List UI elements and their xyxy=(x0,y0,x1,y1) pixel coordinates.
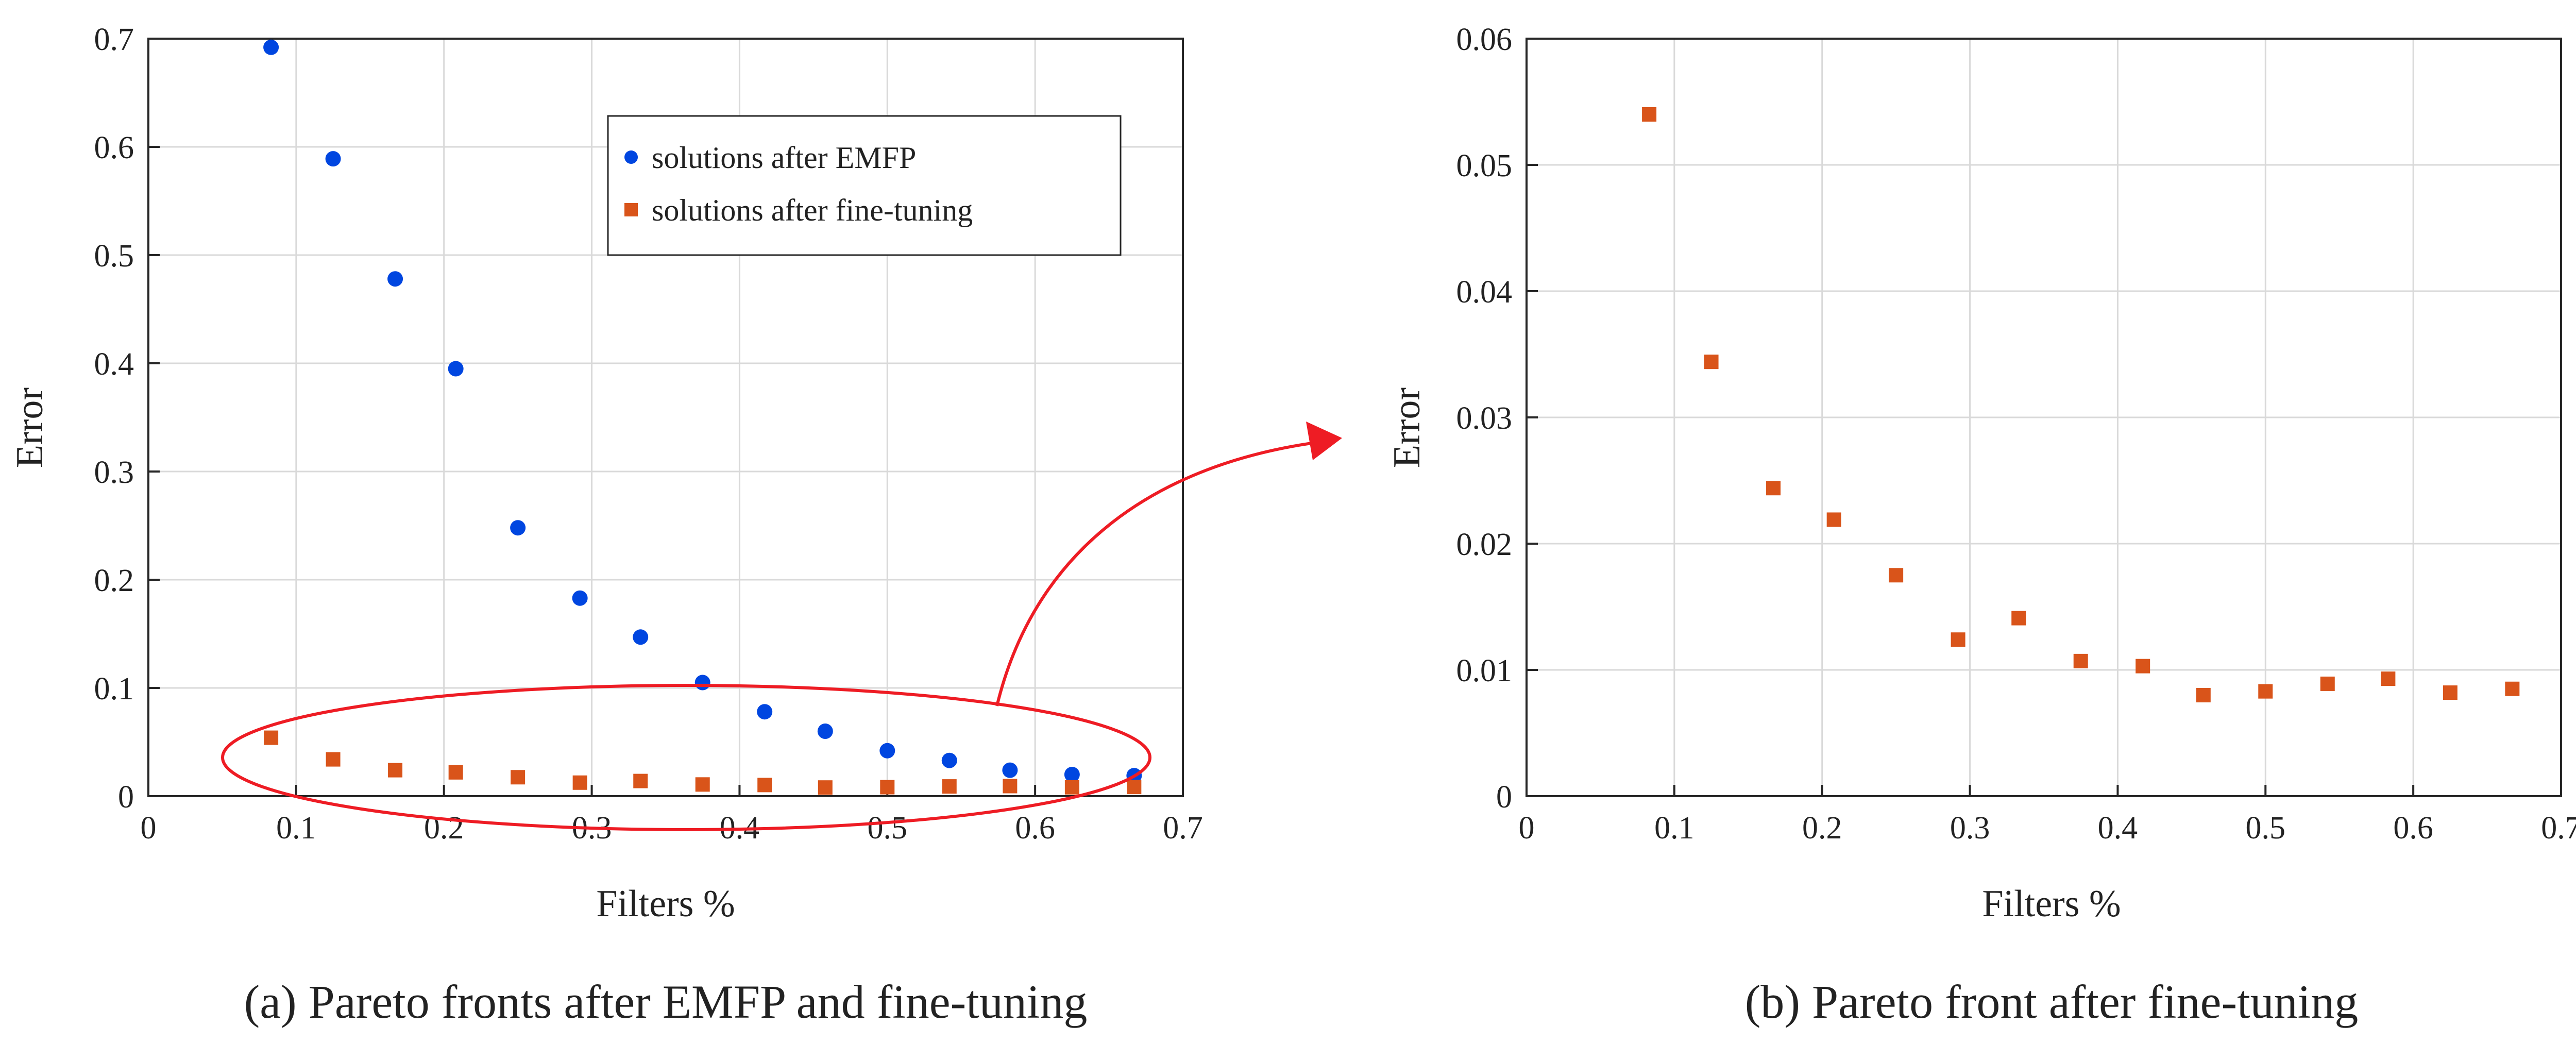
x-tick-label: 0.7 xyxy=(1163,811,1203,846)
legend-finetune-label: solutions after fine-tuning xyxy=(652,193,973,227)
finetune-point xyxy=(1127,780,1142,795)
zoom-arrowhead xyxy=(1306,422,1342,460)
y-tick-label: 0.4 xyxy=(94,347,134,382)
finetune-point xyxy=(1826,512,1841,527)
finetune-point xyxy=(2073,653,2088,668)
x-tick-label: 0 xyxy=(141,811,157,846)
finetune-point xyxy=(695,777,710,792)
y-tick-label: 0.06 xyxy=(1456,22,1513,57)
finetune-point xyxy=(388,763,403,778)
x-tick-label: 0.5 xyxy=(2246,811,2286,846)
finetune-point xyxy=(818,780,833,795)
x-tick-label: 0.3 xyxy=(1950,811,1990,846)
y-tick-label: 0.2 xyxy=(94,563,134,598)
panel-b-ticks: 0 0.1 0.2 0.3 0.4 0.5 0.6 0.7 0 0.01 0.02 0.03 0.04 0… xyxy=(1456,22,2576,846)
legend-box xyxy=(607,115,1122,256)
finetune-point xyxy=(264,730,279,745)
finetune-point xyxy=(1064,780,1079,795)
finetune-point xyxy=(2011,611,2026,626)
panel-a-caption: (a) Pareto fronts after EMFP and fine-tu… xyxy=(244,975,1088,1028)
finetune-point xyxy=(1642,107,1657,122)
y-tick-label: 0.7 xyxy=(94,22,134,57)
emfp-point xyxy=(694,675,710,691)
panel-a-plot-frame xyxy=(147,38,1184,797)
x-tick-label: 0.6 xyxy=(2393,811,2433,846)
y-tick-label: 0.1 xyxy=(94,671,134,706)
x-tick-label: 0.5 xyxy=(868,811,908,846)
panel-b-caption: (b) Pareto front after fine-tuning xyxy=(1745,975,2358,1028)
zoom-arrow xyxy=(995,441,1319,706)
highlight-ellipse xyxy=(221,684,1151,831)
emfp-point xyxy=(1064,767,1080,782)
x-tick-label: 0.1 xyxy=(276,811,316,846)
y-tick-label: 0.3 xyxy=(94,455,134,490)
panel-a-chart: 0 0.1 0.2 0.3 0.4 0.5 0.6 0.700.10.20.30.40.50.… xyxy=(9,22,1203,1028)
finetune-point xyxy=(942,779,957,794)
x-tick-label: 0.4 xyxy=(2098,811,2138,846)
finetune-point xyxy=(1766,481,1781,496)
finetune-point xyxy=(1889,568,1904,583)
finetune-point xyxy=(2196,688,2211,702)
legend-emfp-marker xyxy=(624,150,638,164)
x-tick-label: 0.2 xyxy=(1802,811,1842,846)
legend-finetune-marker xyxy=(624,203,638,216)
finetune-point xyxy=(1003,779,1018,794)
emfp-point xyxy=(325,151,341,167)
finetune-point xyxy=(2381,671,2396,686)
emfp-point xyxy=(879,743,895,759)
finetune-point xyxy=(2136,659,2150,674)
y-tick-label: 0.5 xyxy=(94,239,134,274)
finetune-point xyxy=(1704,355,1719,369)
finetune-point xyxy=(1951,632,1965,647)
panel-b-series xyxy=(1642,107,2520,702)
zoom-annotation xyxy=(221,422,1342,831)
finetune-point xyxy=(2320,676,2335,691)
legend-emfp-label: solutions after EMFP xyxy=(652,141,916,175)
x-tick-label: 0.2 xyxy=(424,811,464,846)
finetune-point xyxy=(326,752,341,767)
y-tick-label: 0 xyxy=(1496,780,1512,815)
y-tick-label: 0.05 xyxy=(1456,148,1513,183)
finetune-point xyxy=(572,775,587,790)
emfp-point xyxy=(1002,762,1018,778)
y-tick-label: 0.6 xyxy=(94,130,134,165)
panel-b-y-label: Error xyxy=(1386,388,1428,468)
emfp-point xyxy=(757,704,773,720)
y-tick-label: 0.04 xyxy=(1456,275,1513,310)
x-tick-label: 0.6 xyxy=(1015,811,1055,846)
y-tick-label: 0.02 xyxy=(1456,527,1513,562)
finetune-point xyxy=(880,780,895,795)
finetune-point xyxy=(2505,681,2520,696)
finetune-point xyxy=(633,773,648,788)
finetune-point xyxy=(511,770,526,785)
y-tick-label: 0.01 xyxy=(1456,653,1513,688)
emfp-point xyxy=(263,39,279,55)
finetune-point xyxy=(448,765,463,780)
panel-b-chart: 0 0.1 0.2 0.3 0.4 0.5 0.6 0.7 0 0.01 0.02 0.03 0.04 0… xyxy=(1386,22,2576,1028)
x-tick-label: 0.1 xyxy=(1654,811,1694,846)
finetune-point xyxy=(2443,685,2458,700)
x-tick-label: 0 xyxy=(1519,811,1535,846)
y-tick-label: 0.03 xyxy=(1456,401,1513,436)
panel-a-y-label: Error xyxy=(9,388,51,468)
emfp-point xyxy=(387,271,403,287)
panel-a-legend: solutions after EMFP solutions after fin… xyxy=(607,115,1122,256)
emfp-point xyxy=(510,520,526,536)
y-tick-label: 0 xyxy=(118,780,134,815)
finetune-point xyxy=(757,778,772,793)
panel-a-x-label: Filters % xyxy=(596,883,735,925)
panel-b-x-label: Filters % xyxy=(1982,883,2121,925)
emfp-point xyxy=(448,361,464,377)
emfp-point xyxy=(817,724,833,739)
panel-a-series xyxy=(263,39,1142,795)
emfp-point xyxy=(572,590,588,606)
x-tick-label: 0.7 xyxy=(2541,811,2576,846)
emfp-point xyxy=(941,752,957,768)
finetune-point xyxy=(2258,684,2273,699)
panel-b-grid xyxy=(1527,39,2561,796)
emfp-point xyxy=(633,629,649,645)
